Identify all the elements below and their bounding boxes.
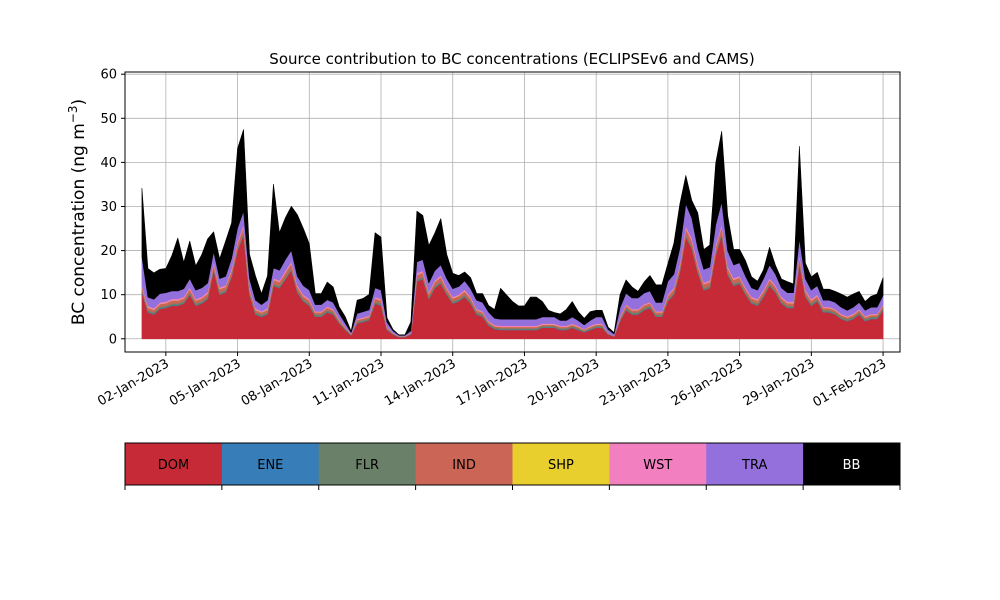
x-tick-label-5: 17-Jan-2023 [454, 356, 531, 409]
legend-label-dom: DOM [158, 458, 189, 473]
chart-title: Source contribution to BC concentrations… [269, 50, 754, 68]
y-tick-label-2: 20 [100, 244, 117, 259]
legend: DOM ENE FLR IND SHP WST TRA BB [124, 442, 901, 490]
x-tick-label-6: 20-Jan-2023 [526, 356, 603, 409]
legend-swatch-wst [609, 443, 707, 485]
y-tick-label-5: 50 [100, 112, 117, 127]
legend-swatch-ene [221, 443, 320, 485]
legend-swatch-ind [415, 443, 513, 485]
series-area-bb [141, 129, 884, 336]
plot-area: 0 10 20 30 40 50 60 02-Jan-202305-Jan-202308-Ja… [95, 68, 901, 410]
x-tick-label-2: 08-Jan-2023 [239, 356, 316, 409]
legend-swatch-flr [318, 443, 417, 485]
legend-label-ind: IND [452, 458, 476, 473]
legend-label-shp: SHP [548, 458, 574, 473]
x-tick-label-3: 11-Jan-2023 [310, 356, 387, 409]
legend-label-tra: TRA [741, 458, 767, 473]
y-axis-label-superscript: −3 [66, 105, 80, 123]
y-tick-label-1: 10 [100, 288, 117, 303]
x-tick-label-7: 23-Jan-2023 [597, 356, 674, 409]
x-tick-label-9: 29-Jan-2023 [741, 356, 818, 409]
y-tick-label-6: 60 [100, 68, 117, 83]
legend-label-ene: ENE [257, 458, 283, 473]
legend-label-wst: WST [643, 458, 672, 473]
legend-swatch-dom [125, 443, 223, 485]
x-tick-label-8: 26-Jan-2023 [669, 356, 746, 409]
x-tick-label-4: 14-Jan-2023 [382, 356, 459, 409]
legend-swatch-bb [803, 443, 901, 485]
x-tick-label-10: 01-Feb-2023 [811, 356, 890, 410]
y-axis-label-close: ) [69, 99, 89, 106]
y-axis-label: BC concentration (ng m−3) [66, 99, 89, 325]
legend-label-bb: BB [843, 458, 861, 473]
x-tick-label-0: 02-Jan-2023 [95, 356, 172, 409]
y-tick-label-4: 40 [100, 156, 117, 171]
x-tick-label-1: 05-Jan-2023 [167, 356, 244, 409]
legend-swatch-tra [706, 443, 804, 485]
legend-swatch-shp [512, 443, 610, 485]
y-tick-label-0: 0 [109, 332, 117, 347]
legend-label-flr: FLR [355, 458, 379, 473]
y-axis-label-main: BC concentration (ng m [69, 123, 89, 325]
y-tick-label-3: 30 [100, 200, 117, 215]
axes-frame [124, 71, 901, 353]
